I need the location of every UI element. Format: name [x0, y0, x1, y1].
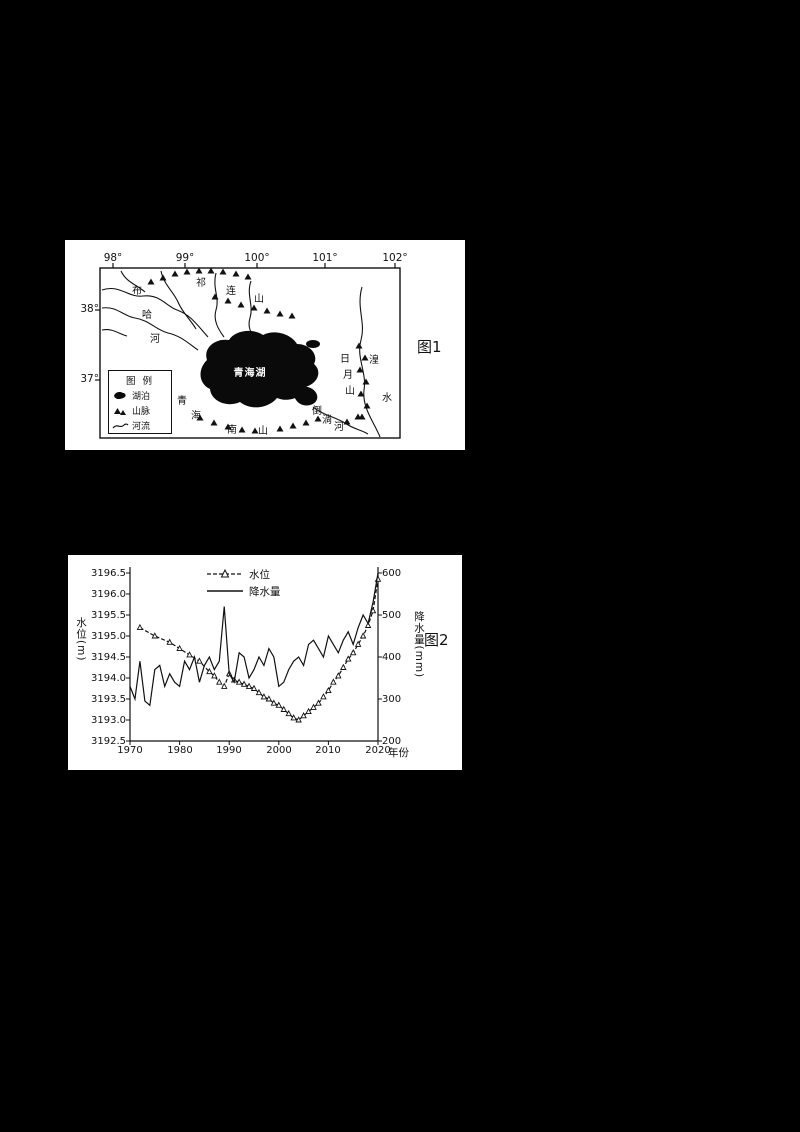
map-frame: [99, 267, 401, 439]
map-legend-item-lake: 湖泊: [112, 388, 168, 403]
xtick: 2020: [365, 745, 391, 756]
left-ytick: 3195.5: [91, 610, 126, 621]
xtick: 1970: [117, 745, 143, 756]
riyue-mountain-label-char: 月: [343, 370, 353, 381]
lake-shape: [200, 330, 320, 408]
right-ytick: 500: [382, 610, 402, 621]
map-legend-item-mountain: 山脉: [112, 403, 168, 418]
chart-legend: 水位 降水量: [206, 567, 281, 598]
left-ytick: 3196.0: [91, 589, 126, 600]
chart-legend-label: 水位: [249, 568, 270, 581]
qinghai-lake-label: 青海湖: [233, 368, 267, 379]
daotang-river-label-char: 淌: [322, 415, 332, 426]
lon-label-99: 99°: [175, 252, 195, 264]
huangshui-river-label-char: 水: [382, 393, 392, 404]
map-legend-title: 图 例: [125, 376, 155, 387]
map-legend: 图 例 湖泊 山脉 河流: [108, 370, 172, 434]
qilian-mountain-label-char: 山: [254, 294, 264, 305]
lake-swatch-icon: [114, 392, 126, 400]
huangshui-river: [359, 286, 381, 438]
map-legend-label: 湖泊: [132, 392, 151, 402]
lon-label-101: 101°: [312, 252, 338, 264]
left-ytick: 3193.5: [91, 694, 126, 705]
xtick: 2000: [266, 745, 292, 756]
buha-river-label-char: 布: [132, 286, 142, 297]
daotang-river-label-char: 倒: [312, 406, 322, 417]
qilian-mountain-label-char: 祁: [196, 278, 206, 289]
figure2-caption: 图2: [424, 631, 449, 649]
map-legend-label: 山脉: [132, 407, 151, 417]
river-swatch-icon: [112, 423, 129, 429]
riyue-mountain-label-char: 日: [340, 354, 350, 365]
figure1-caption: 图1: [417, 338, 442, 356]
map-legend-item-river: 河流: [112, 418, 168, 433]
chart-legend-item-precipitation: 降水量: [206, 584, 281, 598]
nanshan-mountain-label-char: 山: [258, 426, 268, 437]
water-level-precipitation-chart: [126, 567, 382, 745]
chart-legend-item-water-level: 水位: [206, 567, 281, 581]
left-ytick: 3196.5: [91, 568, 126, 579]
qilian-mountain-label-char: 连: [226, 286, 236, 297]
huangshui-river-label-char: 湟: [369, 355, 379, 366]
xtick: 2010: [315, 745, 341, 756]
lon-label-100: 100°: [244, 252, 270, 264]
qilian-mountain-symbols: [147, 267, 296, 319]
daotang-river-label-char: 河: [334, 422, 344, 433]
qinghai-lake-map-drawing: [95, 263, 401, 439]
lon-label-98: 98°: [103, 252, 123, 264]
left-axis-title: 水位(m): [75, 617, 87, 662]
mountain-swatch-icon: [114, 408, 126, 415]
water-level-line-icon: [207, 568, 243, 578]
left-ytick: 3193.0: [91, 715, 126, 726]
map-legend-label: 河流: [132, 422, 151, 432]
figure1-map-panel: 98° 99° 100° 101° 102° 38° 37° 布 哈 河 祁 连…: [65, 240, 465, 450]
right-axis-title: 降水量(mm): [413, 611, 425, 679]
nanshan-mountain-label-char: 海: [191, 411, 201, 422]
buha-river-label-char: 河: [150, 334, 160, 345]
xtick: 1990: [216, 745, 242, 756]
lat-label-38: 38°: [80, 303, 99, 315]
left-ytick: 3192.5: [91, 736, 126, 747]
lon-label-102: 102°: [382, 252, 408, 264]
nanshan-mountain-label-char: 青: [177, 396, 187, 407]
left-ytick: 3194.0: [91, 673, 126, 684]
right-ytick: 400: [382, 652, 402, 663]
buha-river-label-char: 哈: [142, 310, 152, 321]
x-axis-title: 年份: [388, 747, 409, 759]
left-ytick: 3194.5: [91, 652, 126, 663]
graticule-ticks: [95, 263, 396, 381]
right-ytick: 600: [382, 568, 402, 579]
xtick: 1980: [167, 745, 193, 756]
precipitation-line-icon: [207, 590, 243, 592]
chart-legend-label: 降水量: [249, 585, 281, 598]
left-ytick: 3195.0: [91, 631, 126, 642]
riyue-mountain-label-char: 山: [345, 386, 355, 397]
lat-label-37: 37°: [80, 373, 99, 385]
right-ytick: 300: [382, 694, 402, 705]
figure2-chart-panel: 3196.5 3196.0 3195.5 3195.0 3194.5 3194.…: [68, 555, 462, 770]
river-lines: [101, 270, 381, 438]
right-ytick: 200: [382, 736, 402, 747]
nanshan-mountain-label-char: 南: [227, 425, 237, 436]
